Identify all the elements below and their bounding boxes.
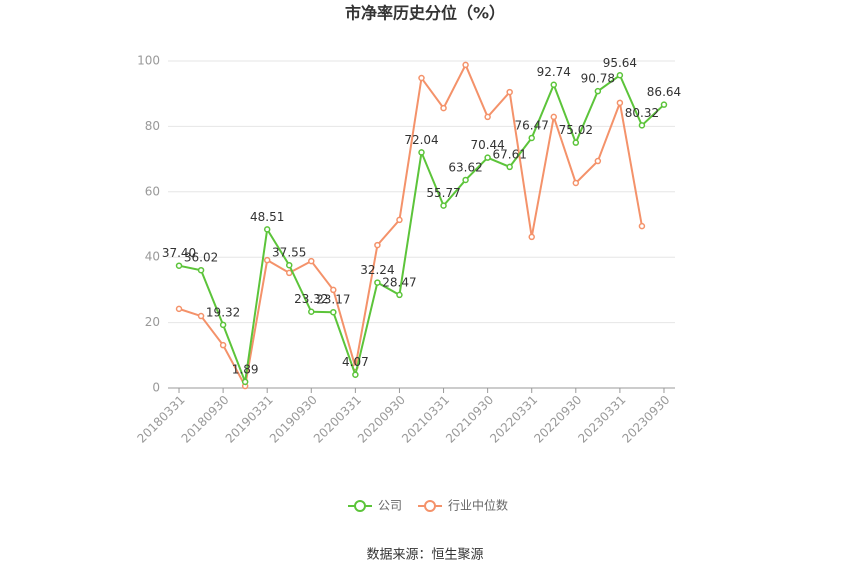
data-label: 37.40 xyxy=(162,246,196,260)
data-point xyxy=(396,216,403,224)
data-label: 63.62 xyxy=(448,160,482,174)
data-point xyxy=(506,163,513,171)
data-label: 23.17 xyxy=(316,293,350,307)
source-note: 数据来源：恒生聚源 xyxy=(366,548,483,563)
y-tick-label: 0 xyxy=(152,381,160,395)
data-point xyxy=(352,371,359,378)
data-point xyxy=(616,99,624,107)
data-point xyxy=(219,341,227,349)
data-label: 4.07 xyxy=(342,355,369,369)
data-point xyxy=(594,87,602,95)
data-label: 23.32 xyxy=(294,292,328,306)
data-point xyxy=(528,134,535,142)
data-point xyxy=(484,154,491,161)
data-point xyxy=(374,241,381,249)
data-point xyxy=(660,101,668,108)
data-point xyxy=(285,261,293,269)
data-point xyxy=(175,262,183,269)
data-label: 95.64 xyxy=(603,56,637,70)
data-point xyxy=(462,61,469,69)
data-point xyxy=(241,378,249,386)
data-point xyxy=(572,179,580,187)
data-label: 92.74 xyxy=(537,65,571,79)
y-tick-label: 40 xyxy=(145,250,160,264)
data-label: 86.64 xyxy=(647,85,681,99)
data-point xyxy=(308,257,315,265)
data-label: 55.77 xyxy=(426,186,460,200)
data-point xyxy=(638,122,646,129)
data-point xyxy=(462,176,469,184)
data-label: 1.89 xyxy=(232,362,259,376)
data-point xyxy=(263,256,271,264)
data-point xyxy=(550,81,558,88)
data-point xyxy=(440,202,447,209)
data-point xyxy=(263,226,271,233)
data-point xyxy=(506,88,513,96)
data-point xyxy=(528,233,535,241)
data-label: 32.24 xyxy=(360,263,394,277)
y-tick-label: 60 xyxy=(145,184,160,198)
legend-marker xyxy=(354,500,366,512)
data-label: 67.61 xyxy=(492,147,526,161)
y-tick-label: 100 xyxy=(137,54,160,68)
data-label: 76.47 xyxy=(515,118,549,132)
data-point xyxy=(308,308,315,315)
data-point xyxy=(616,72,624,79)
data-point xyxy=(594,157,602,165)
data-point xyxy=(219,321,227,329)
data-point xyxy=(418,149,425,156)
data-label: 70.44 xyxy=(470,138,504,152)
data-point xyxy=(285,269,293,277)
legend-marker xyxy=(424,500,437,512)
legend-label: 公司 xyxy=(378,499,402,513)
series-line xyxy=(178,62,643,390)
data-label: 80.32 xyxy=(625,106,659,120)
data-point xyxy=(418,74,425,82)
data-label: 19.32 xyxy=(206,305,240,319)
data-label: 48.51 xyxy=(250,210,284,224)
data-point xyxy=(572,139,580,146)
data-label: 90.78 xyxy=(581,72,615,86)
data-point xyxy=(396,291,403,299)
data-label: 72.04 xyxy=(404,133,438,147)
data-point xyxy=(550,113,558,121)
data-label: 36.02 xyxy=(184,251,218,265)
y-tick-label: 20 xyxy=(145,315,160,329)
legend-label: 行业中位数 xyxy=(448,498,508,513)
data-point xyxy=(638,222,646,230)
series-line xyxy=(178,73,665,386)
data-point xyxy=(374,279,381,286)
data-label: 75.02 xyxy=(559,123,593,137)
data-point xyxy=(175,305,183,313)
data-point xyxy=(330,286,337,294)
data-point xyxy=(484,113,491,121)
data-point xyxy=(197,312,205,320)
data-point xyxy=(197,266,205,274)
x-tick-label: 20230930 xyxy=(619,393,672,446)
data-point xyxy=(330,308,337,316)
chart-title: 市净率历史分位（%） xyxy=(345,4,505,23)
data-label: 28.47 xyxy=(382,275,416,289)
data-point xyxy=(440,104,447,112)
data-label: 37.55 xyxy=(272,246,306,260)
y-tick-label: 80 xyxy=(145,119,160,133)
